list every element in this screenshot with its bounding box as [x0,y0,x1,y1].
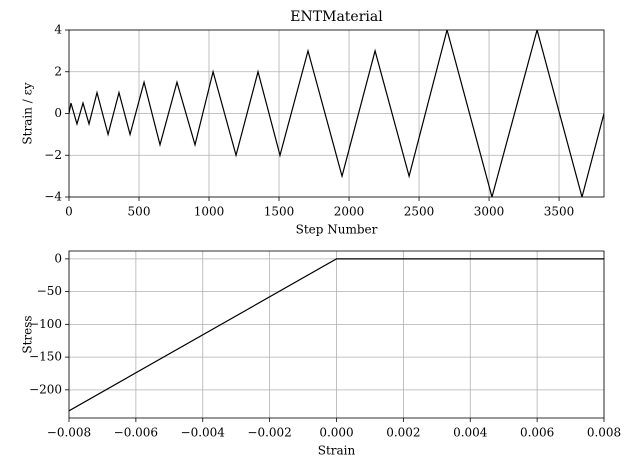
y-tick-label: 0 [54,251,62,265]
axes-frame [68,250,605,419]
x-tick-label: 1500 [264,205,295,219]
data-line [69,258,604,412]
y-tick-label: 4 [54,23,62,37]
x-tick-label: −0.006 [114,426,158,440]
y-tick-label: 0 [54,106,62,120]
x-axis-label: Strain [318,444,356,458]
y-tick-label: −4 [44,190,62,204]
chart-title: ENTMaterial [290,9,383,25]
y-tick-label: −50 [37,284,62,298]
x-axis-label: Step Number [296,223,378,237]
x-tick-label: 0 [65,205,73,219]
x-tick-label: 0.000 [319,426,353,440]
x-tick-label: −0.004 [181,426,226,440]
y-axis-label: Stress [21,315,35,353]
y-tick-label: −200 [29,382,62,396]
y-tick-label: 2 [54,64,62,78]
x-tick-label: 3000 [474,205,505,219]
x-tick-label: 1000 [194,205,225,219]
x-tick-label: 0.006 [520,426,554,440]
x-tick-label: 2500 [404,205,435,219]
y-tick-label: −100 [29,317,62,331]
data-line [69,30,604,197]
x-tick-label: −0.008 [47,426,91,440]
x-tick-label: 0.004 [453,426,488,440]
x-tick-label: 0.008 [587,426,621,440]
y-tick-label: −150 [29,350,62,364]
x-tick-label: 0.002 [386,426,420,440]
axes-frame [68,29,605,198]
x-tick-label: −0.002 [247,426,291,440]
y-axis-label: Strain / εy [21,82,35,144]
x-tick-label: 500 [128,205,151,219]
y-tick-label: −2 [44,148,62,162]
x-tick-label: 3500 [544,205,575,219]
x-tick-label: 2000 [334,205,365,219]
